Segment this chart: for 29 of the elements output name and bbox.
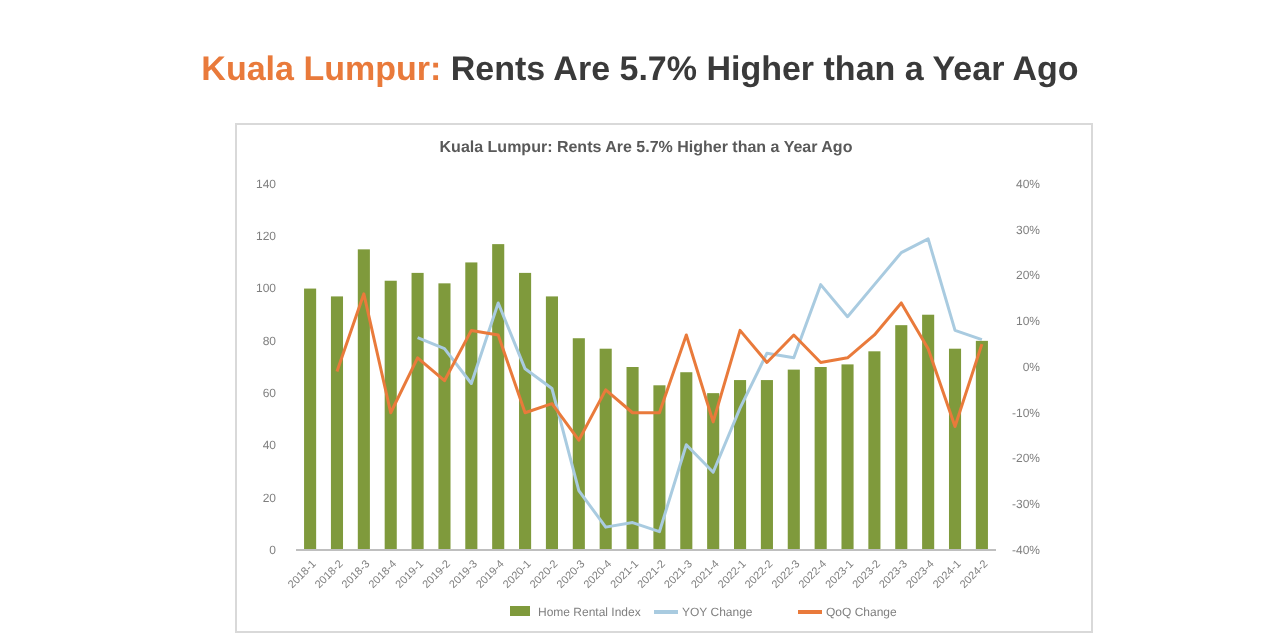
chart-subtitle: Kuala Lumpur: Rents Are 5.7% Higher than a Year Ago: [439, 138, 853, 156]
bar: [922, 314, 935, 550]
bar: [572, 338, 585, 550]
bar: [760, 380, 773, 550]
bar: [653, 385, 666, 550]
bar: [895, 325, 908, 550]
bar: [492, 244, 505, 550]
bar: [948, 348, 962, 550]
bar: [599, 348, 612, 550]
bar: [545, 296, 558, 550]
line-series: [416, 237, 984, 534]
bar: [841, 364, 854, 550]
bar: [519, 272, 532, 550]
bar: [626, 367, 639, 550]
bar: [680, 372, 693, 550]
bar: [304, 288, 317, 550]
bar: [330, 296, 344, 550]
line-series: [335, 292, 984, 442]
bar: [734, 380, 747, 550]
bar: [975, 340, 988, 550]
bar: [438, 283, 451, 550]
bar: [384, 280, 397, 550]
bar: [868, 351, 881, 550]
bar: [411, 272, 424, 550]
bar: [465, 262, 478, 550]
bar: [814, 367, 827, 550]
bar: [357, 249, 370, 550]
bar: [787, 369, 800, 550]
chart-title: Kuala Lumpur: Rents Are 5.7% Higher than a Year Ago: [201, 50, 1079, 88]
